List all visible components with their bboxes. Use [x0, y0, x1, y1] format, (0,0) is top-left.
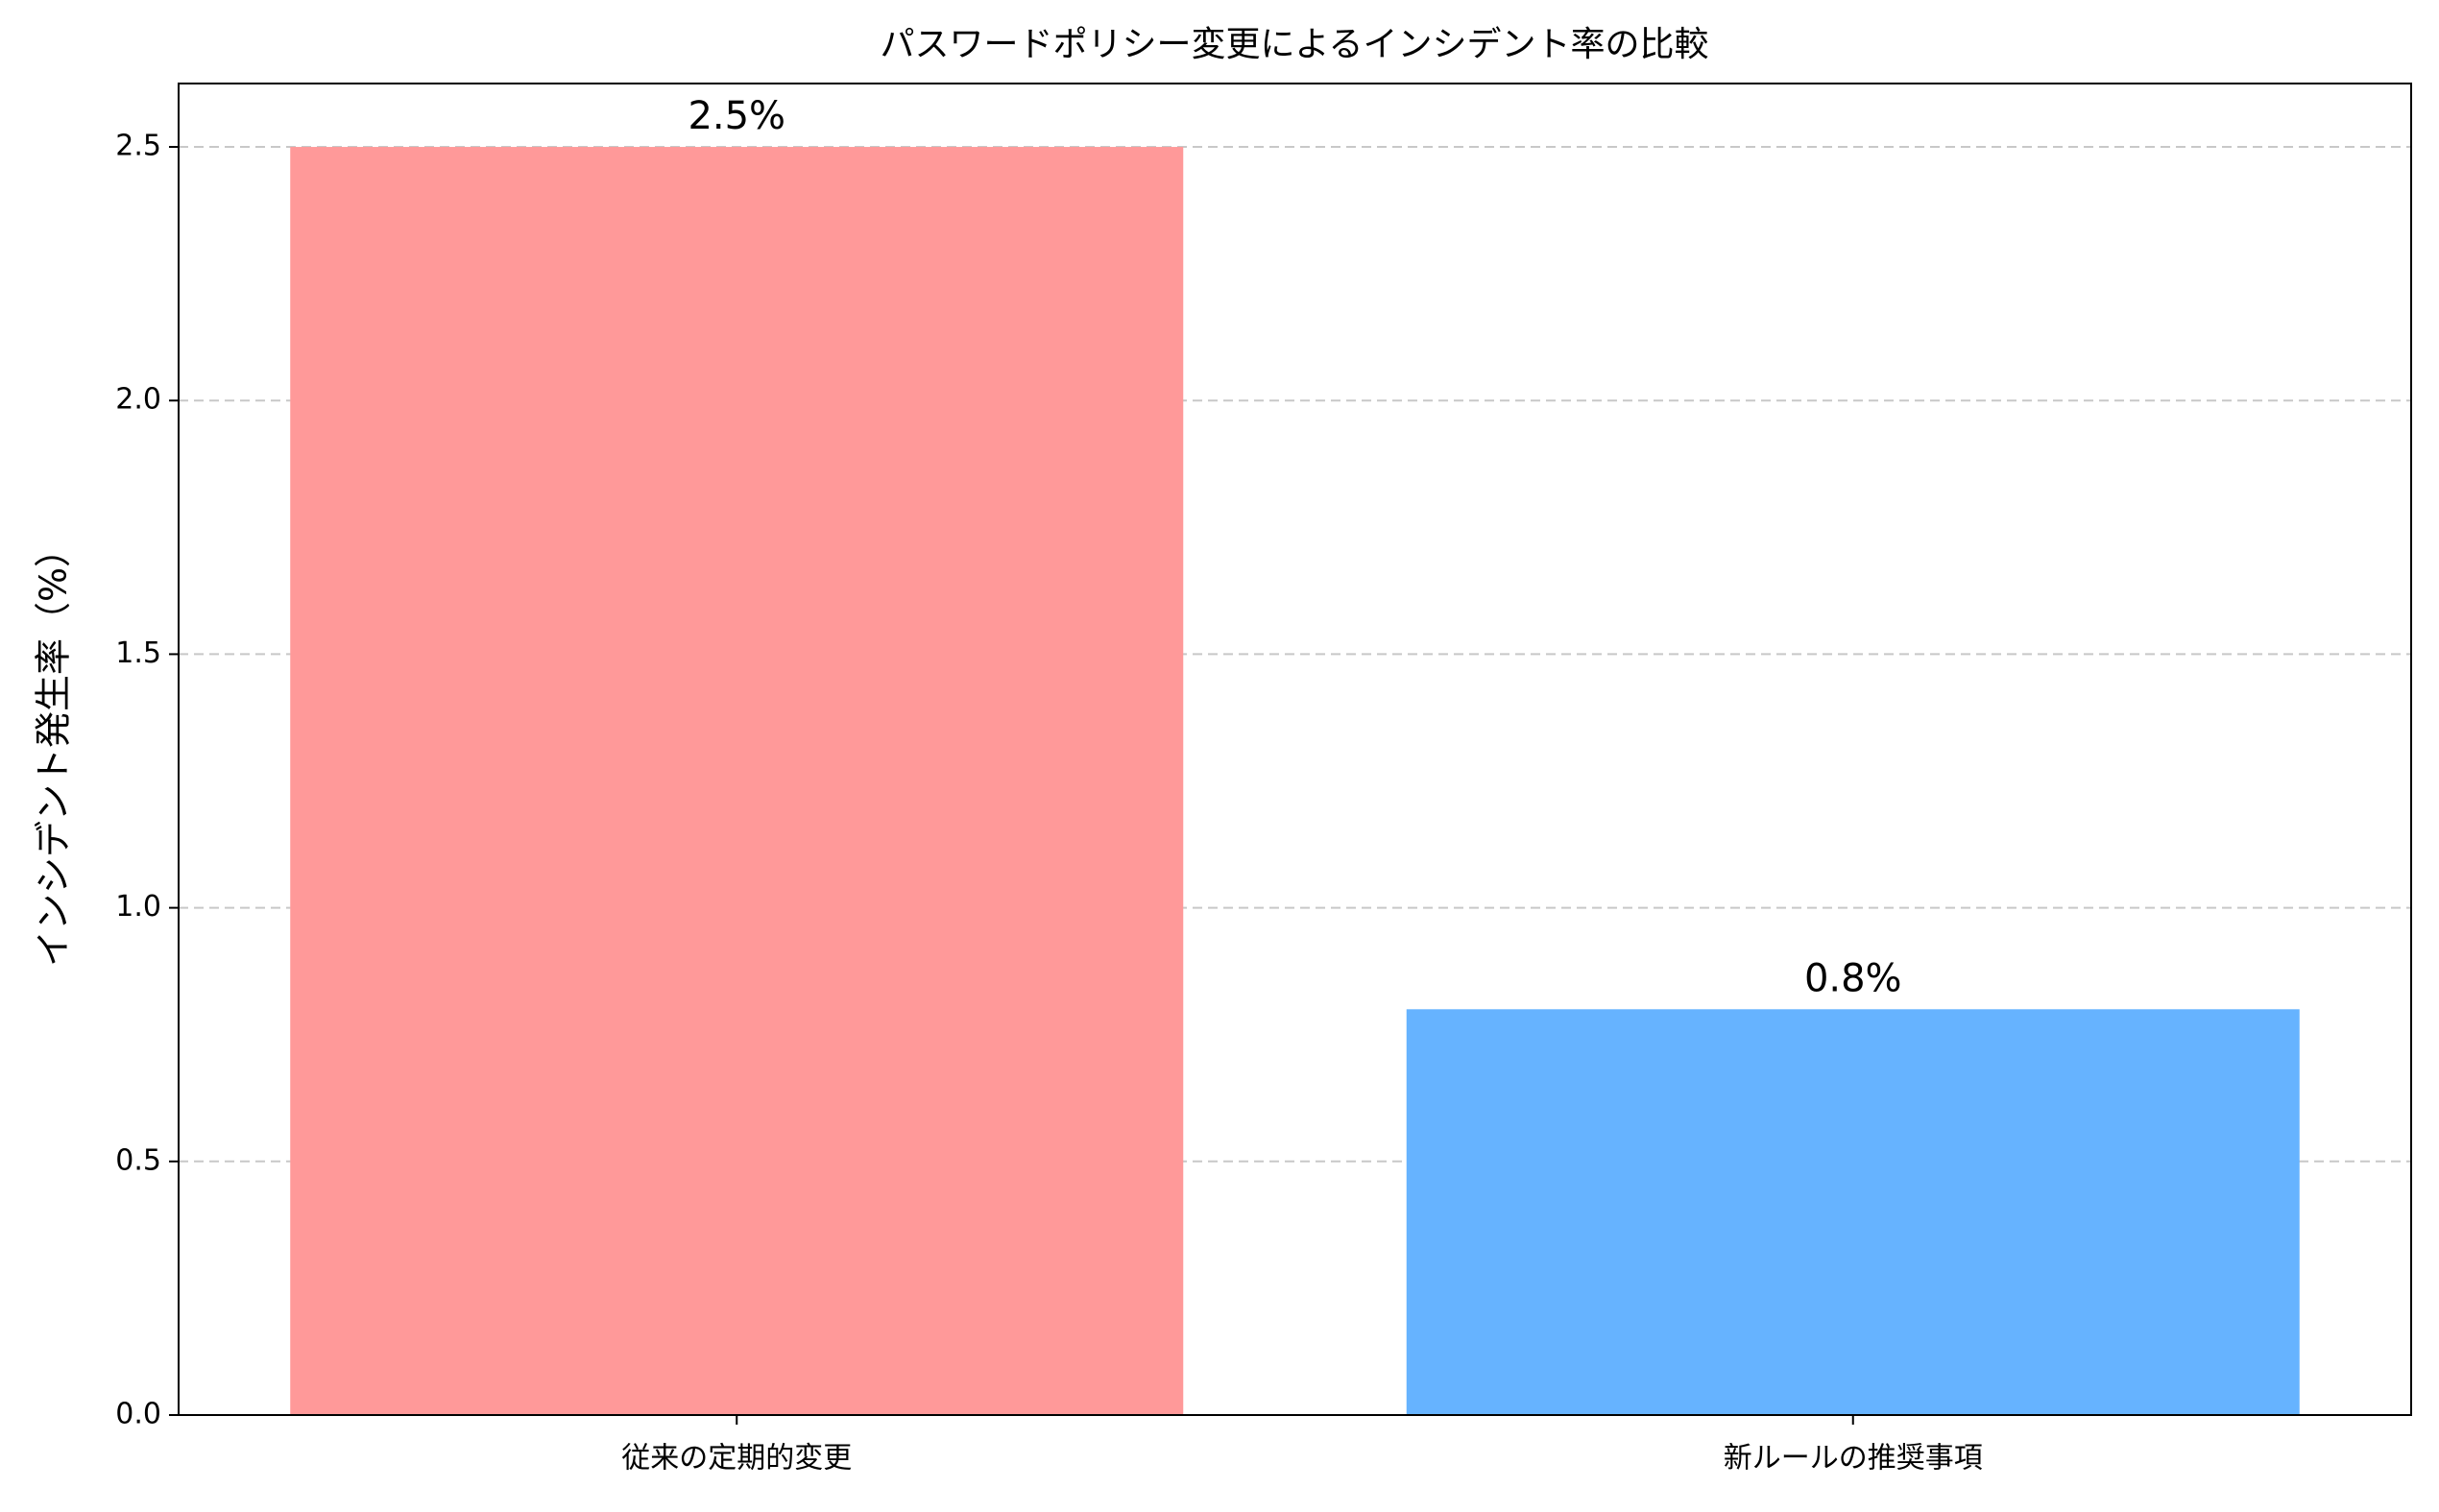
y-tick-label: 2.0 [115, 383, 161, 417]
bar [1406, 1009, 2300, 1415]
y-tick-label: 0.5 [115, 1143, 161, 1177]
plot-frame [178, 83, 2412, 1416]
value-label: 0.8% [1804, 956, 1902, 1000]
chart-title: パスワードポリシー変更によるインシデント率の比較 [881, 25, 1709, 64]
y-tick-label: 0.0 [115, 1398, 161, 1431]
y-axis-label: インシデント発生率（%） [33, 531, 75, 967]
bar [290, 147, 1184, 1416]
y-tick-label: 1.0 [115, 890, 161, 924]
value-label: 2.5% [688, 94, 785, 138]
x-tick-label: 従来の定期的変更 [621, 1442, 852, 1476]
x-tick-label: 新ルールの推奨事項 [1724, 1442, 1983, 1476]
y-tick-label: 2.5 [115, 130, 161, 163]
y-tick-label: 1.5 [115, 636, 161, 670]
